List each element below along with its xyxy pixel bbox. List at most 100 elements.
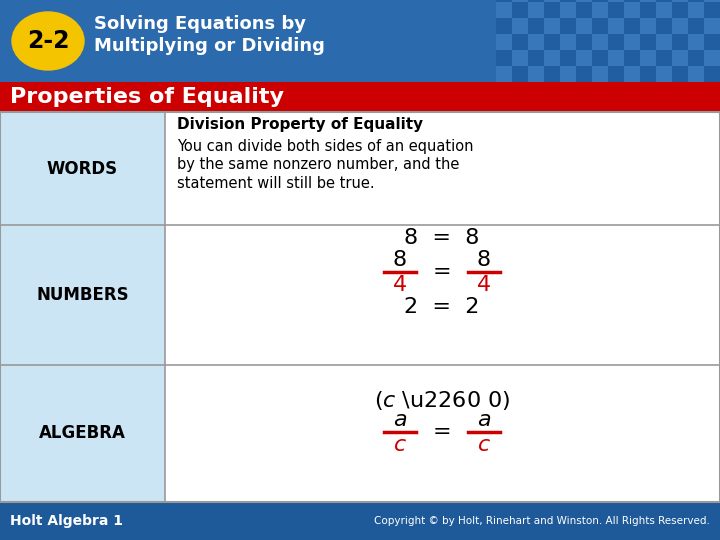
Bar: [528, 50, 544, 66]
Text: You can divide both sides of an equation: You can divide both sides of an equation: [177, 139, 474, 154]
Bar: [165, 112, 720, 225]
Bar: [0, 0, 720, 82]
Bar: [592, 2, 608, 18]
Text: statement will still be true.: statement will still be true.: [177, 176, 374, 191]
Bar: [0, 365, 165, 502]
Text: Copyright © by Holt, Rinehart and Winston. All Rights Reserved.: Copyright © by Holt, Rinehart and Winsto…: [374, 516, 710, 526]
Bar: [592, 18, 608, 34]
Text: =: =: [433, 422, 451, 442]
Bar: [608, 50, 624, 66]
Bar: [656, 50, 672, 66]
Bar: [544, 18, 560, 34]
Bar: [704, 18, 720, 34]
Bar: [672, 50, 688, 66]
Text: 4: 4: [393, 275, 407, 295]
Bar: [640, 0, 656, 2]
Bar: [592, 66, 608, 82]
Bar: [624, 18, 640, 34]
Text: $\mathit{c}$: $\mathit{c}$: [477, 435, 491, 455]
Bar: [688, 0, 704, 2]
Bar: [512, 2, 528, 18]
Bar: [528, 18, 544, 34]
Bar: [672, 0, 688, 2]
Bar: [0, 112, 165, 225]
Bar: [576, 2, 592, 18]
Bar: [0, 82, 720, 112]
Bar: [544, 0, 560, 2]
Text: $\mathit{c}$: $\mathit{c}$: [393, 435, 407, 455]
Bar: [544, 2, 560, 18]
Bar: [496, 50, 512, 66]
Bar: [576, 50, 592, 66]
Bar: [0, 502, 720, 540]
Bar: [704, 2, 720, 18]
Bar: [688, 18, 704, 34]
Bar: [592, 0, 608, 2]
Bar: [608, 66, 624, 82]
Bar: [624, 50, 640, 66]
Bar: [576, 18, 592, 34]
Bar: [528, 34, 544, 50]
Bar: [640, 34, 656, 50]
Bar: [672, 2, 688, 18]
Bar: [528, 0, 544, 2]
Bar: [528, 2, 544, 18]
Bar: [512, 0, 528, 2]
Text: Properties of Equality: Properties of Equality: [10, 87, 284, 107]
Bar: [528, 66, 544, 82]
Bar: [0, 225, 165, 365]
Bar: [608, 34, 624, 50]
Bar: [576, 0, 592, 2]
Bar: [512, 18, 528, 34]
Text: $(\mathit{c}$ \u2260 0): $(\mathit{c}$ \u2260 0): [374, 388, 510, 411]
Bar: [576, 66, 592, 82]
Bar: [640, 66, 656, 82]
Bar: [640, 50, 656, 66]
Bar: [560, 66, 576, 82]
Bar: [576, 34, 592, 50]
Bar: [704, 66, 720, 82]
Ellipse shape: [12, 12, 84, 70]
Text: 8  =  8: 8 = 8: [405, 228, 480, 248]
Bar: [165, 225, 720, 365]
Text: 8: 8: [393, 250, 407, 270]
Text: Multiplying or Dividing: Multiplying or Dividing: [94, 37, 325, 55]
Bar: [640, 18, 656, 34]
Bar: [608, 18, 624, 34]
Text: NUMBERS: NUMBERS: [36, 286, 129, 304]
Bar: [592, 34, 608, 50]
Bar: [672, 18, 688, 34]
Text: 8: 8: [477, 250, 491, 270]
Bar: [496, 66, 512, 82]
Bar: [656, 0, 672, 2]
Bar: [656, 18, 672, 34]
Bar: [624, 2, 640, 18]
Bar: [624, 0, 640, 2]
Bar: [544, 34, 560, 50]
Bar: [656, 2, 672, 18]
Bar: [560, 0, 576, 2]
Bar: [704, 34, 720, 50]
Bar: [688, 34, 704, 50]
Text: WORDS: WORDS: [47, 159, 118, 178]
Bar: [560, 18, 576, 34]
Text: by the same nonzero number, and the: by the same nonzero number, and the: [177, 158, 459, 172]
Bar: [544, 50, 560, 66]
Bar: [624, 34, 640, 50]
Bar: [496, 2, 512, 18]
Text: $\mathit{a}$: $\mathit{a}$: [477, 410, 491, 430]
Bar: [688, 2, 704, 18]
Text: Holt Algebra 1: Holt Algebra 1: [10, 514, 123, 528]
Text: =: =: [433, 262, 451, 282]
Bar: [688, 50, 704, 66]
Bar: [704, 50, 720, 66]
Bar: [656, 66, 672, 82]
Text: Solving Equations by: Solving Equations by: [94, 15, 306, 33]
Bar: [512, 66, 528, 82]
Text: ALGEBRA: ALGEBRA: [39, 424, 126, 442]
Bar: [512, 34, 528, 50]
Bar: [672, 34, 688, 50]
Text: 2  =  2: 2 = 2: [405, 297, 480, 317]
Bar: [608, 0, 624, 2]
Bar: [560, 2, 576, 18]
